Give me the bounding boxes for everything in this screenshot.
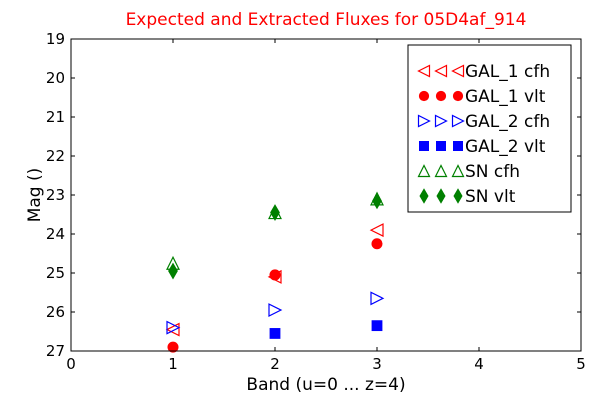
legend: GAL_1 cfh GAL_1 vlt GAL_2 cfh GAL_2 vlt SN c… — [407, 44, 572, 213]
x-tick-label: 2 — [270, 355, 280, 373]
data-point — [166, 320, 181, 335]
y-tick-label: 19 — [46, 30, 65, 48]
data-point — [268, 303, 283, 318]
y-tick-label: 21 — [46, 108, 65, 126]
legend-entries: GAL_1 cfh GAL_1 vlt GAL_2 cfh GAL_2 vlt SN c… — [417, 62, 550, 207]
legend-marker — [435, 90, 447, 102]
legend-marker — [419, 141, 430, 152]
data-point — [370, 291, 385, 306]
legend-marker — [451, 164, 465, 178]
legend-marker — [453, 188, 463, 204]
legend-marker — [417, 114, 431, 128]
plot-frame — [70, 38, 582, 352]
data-point — [269, 328, 281, 339]
legend-label: GAL_1 cfh — [465, 62, 550, 82]
y-tick-label: 26 — [46, 303, 65, 321]
data-point — [165, 322, 180, 337]
x-tick-label: 1 — [168, 355, 178, 373]
data-point — [372, 192, 382, 210]
x-tick-label: 0 — [66, 355, 76, 373]
legend-marker — [417, 64, 431, 78]
legend-marker — [452, 90, 464, 102]
legend-marker — [419, 188, 429, 204]
x-tick-label: 3 — [372, 355, 382, 373]
y-tick-label: 24 — [46, 225, 65, 243]
data-point — [371, 320, 383, 332]
x-axis-label: Band (u=0 ... z=4) — [246, 375, 405, 395]
legend-label: GAL_2 cfh — [465, 112, 550, 132]
legend-marker — [436, 188, 446, 204]
legend-box — [407, 44, 572, 213]
data-point — [371, 238, 383, 250]
x-tick-label: 5 — [576, 355, 586, 373]
data-point — [369, 223, 384, 238]
y-axis-label: Mag () — [25, 168, 45, 223]
y-tick-label: 27 — [46, 342, 65, 360]
y-tick-label: 23 — [46, 186, 65, 204]
data-point — [270, 204, 280, 221]
legend-label: GAL_1 vlt — [465, 87, 546, 107]
legend-marker — [451, 114, 465, 128]
y-tick-label: 22 — [46, 147, 65, 165]
legend-marker — [434, 164, 448, 178]
legend-marker — [436, 141, 447, 152]
data-point — [269, 269, 281, 281]
legend-marker — [417, 164, 431, 178]
legend-label: GAL_2 vlt — [465, 137, 546, 157]
x-tick-label: 4 — [474, 355, 484, 373]
legend-marker — [434, 64, 448, 78]
legend-marker — [434, 114, 448, 128]
legend-marker — [418, 90, 430, 102]
legend-marker — [451, 64, 465, 78]
legend-label: SN vlt — [465, 187, 516, 207]
legend-marker — [453, 141, 464, 152]
data-point — [168, 262, 178, 280]
legend-label: SN cfh — [465, 162, 520, 182]
y-tick-label: 25 — [46, 264, 65, 282]
chart-title: Expected and Extracted Fluxes for 05D4af… — [126, 10, 527, 30]
y-tick-label: 20 — [46, 69, 65, 87]
data-point — [167, 341, 179, 353]
data-points — [165, 191, 385, 353]
